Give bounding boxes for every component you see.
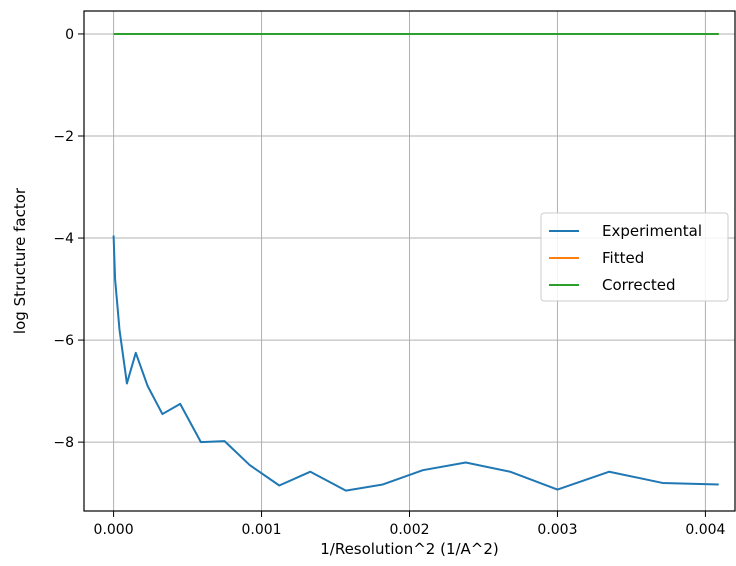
legend-label-experimental: Experimental bbox=[602, 222, 702, 240]
y-tick-label: −4 bbox=[53, 231, 74, 247]
plot-series bbox=[112, 32, 719, 492]
y-tick-label: −6 bbox=[53, 333, 74, 349]
y-tick-label: −8 bbox=[53, 435, 74, 451]
legend-label-corrected: Corrected bbox=[602, 276, 676, 294]
x-axis-ticks: 0.000 0.001 0.002 0.003 0.004 bbox=[94, 511, 726, 538]
legend-box bbox=[540, 212, 729, 302]
y-axis-label: log Structure factor bbox=[11, 187, 29, 334]
y-tick-label: −2 bbox=[53, 129, 74, 145]
legend-label-fitted: Fitted bbox=[602, 249, 644, 267]
x-tick-label: 0.002 bbox=[389, 522, 429, 538]
series-line-experimental bbox=[112, 235, 719, 492]
x-tick-label: 0.003 bbox=[537, 522, 577, 538]
x-axis-label: 1/Resolution^2 (1/A^2) bbox=[320, 540, 499, 558]
y-axis-ticks: 0 −2 −4 −6 −8 bbox=[53, 27, 84, 451]
y-tick-label: 0 bbox=[65, 27, 74, 43]
x-tick-label: 0.004 bbox=[685, 522, 725, 538]
legend: Experimental Fitted Corrected bbox=[540, 212, 729, 302]
x-tick-label: 0.000 bbox=[94, 522, 134, 538]
x-tick-label: 0.001 bbox=[241, 522, 281, 538]
